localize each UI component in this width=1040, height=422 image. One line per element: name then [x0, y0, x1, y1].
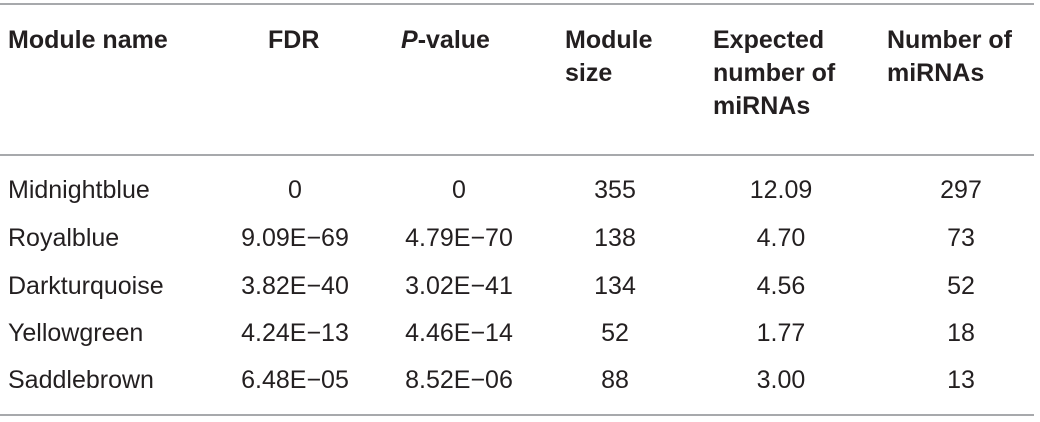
- table-cell: Darkturquoise: [8, 272, 164, 300]
- table-cell: 6.48E−05: [241, 366, 349, 394]
- table-cell: 4.24E−13: [241, 319, 349, 347]
- table-cell: 13: [947, 366, 975, 394]
- table-cell: 52: [601, 319, 629, 347]
- header-cell: FDR: [268, 26, 320, 54]
- table-cell: 73: [947, 224, 975, 252]
- table-cell: 88: [601, 366, 629, 394]
- table-cell: Midnightblue: [8, 176, 150, 204]
- table-cell: Royalblue: [8, 224, 120, 252]
- table-cell: 355: [594, 176, 636, 204]
- table-cell: 12.09: [749, 176, 813, 204]
- table-cell: Yellowgreen: [8, 319, 144, 347]
- table-cell: 3.82E−40: [241, 272, 349, 300]
- table-cell: 4.56: [756, 272, 806, 300]
- bottom-rule: [0, 414, 1034, 416]
- top-rule: [0, 3, 1034, 5]
- header-text: -value: [417, 26, 490, 54]
- header-cell: Module name: [8, 26, 168, 54]
- table-cell: 18: [947, 319, 975, 347]
- table-cell: 134: [594, 272, 636, 300]
- table-cell: 8.52E−06: [405, 366, 513, 394]
- header-italic: P: [401, 26, 418, 54]
- table-cell: 3.02E−41: [405, 272, 513, 300]
- table-cell: 297: [940, 176, 982, 204]
- table-cell: 52: [947, 272, 975, 300]
- table-cell: 4.70: [756, 224, 806, 252]
- table-cell: 4.79E−70: [405, 224, 513, 252]
- header-rule: [0, 154, 1034, 156]
- table-cell: 9.09E−69: [241, 224, 349, 252]
- table-cell: Saddlebrown: [8, 366, 154, 394]
- table-cell: 0: [452, 176, 466, 204]
- table-cell: 1.77: [756, 319, 806, 347]
- header-cell: Module size: [565, 26, 653, 87]
- table-cell: 138: [594, 224, 636, 252]
- table-cell: 0: [288, 176, 302, 204]
- table-cell: 4.46E−14: [405, 319, 513, 347]
- header-cell: Number of miRNAs: [887, 26, 1012, 87]
- table-cell: 3.00: [756, 366, 806, 394]
- header-cell: Expected number of miRNAs: [713, 26, 836, 120]
- header-cell: P-value: [401, 24, 541, 57]
